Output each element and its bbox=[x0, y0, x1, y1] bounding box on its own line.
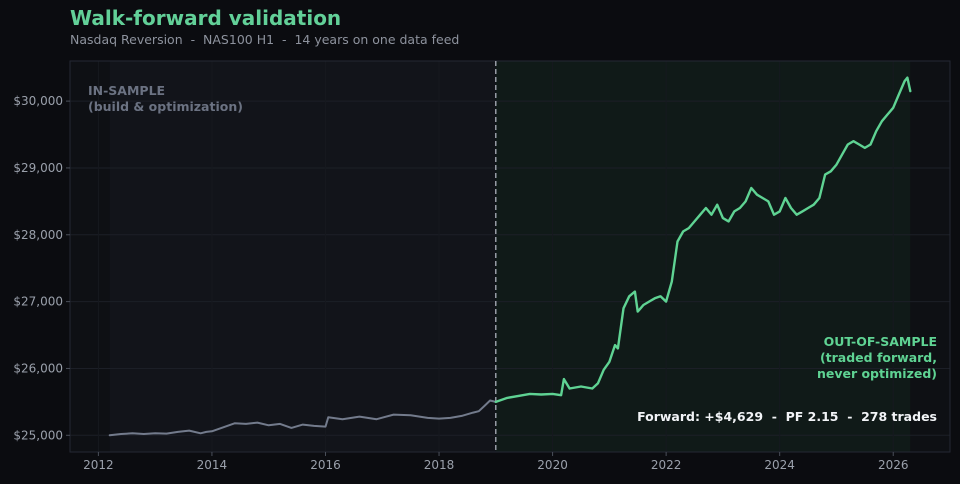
x-tick-label: 2012 bbox=[83, 458, 114, 472]
chart-title: Walk-forward validation bbox=[70, 6, 342, 30]
x-tick-label: 2018 bbox=[424, 458, 455, 472]
out-of-sample-equity-line bbox=[494, 76, 912, 404]
in-sample-region bbox=[109, 61, 496, 452]
in-sample-equity-line bbox=[108, 399, 497, 437]
out-of-sample-region bbox=[495, 61, 911, 452]
oos-label: OUT-OF-SAMPLE bbox=[824, 334, 937, 349]
series-lines bbox=[108, 76, 912, 437]
x-tick-label: 2024 bbox=[764, 458, 795, 472]
y-tick-label: $27,000 bbox=[13, 295, 63, 309]
x-tick-label: 2016 bbox=[310, 458, 341, 472]
x-tick-label: 2022 bbox=[651, 458, 682, 472]
oos-sublabel-1: (traded forward, bbox=[820, 350, 937, 365]
x-axis: 2012 2014 2016 2018 2020 2022 2024 2026 bbox=[83, 452, 908, 472]
y-tick-label: $29,000 bbox=[13, 161, 63, 175]
plot-frame bbox=[69, 60, 951, 453]
y-tick-label: $25,000 bbox=[13, 428, 63, 442]
chart-subtitle: Nasdaq Reversion - NAS100 H1 - 14 years … bbox=[70, 32, 460, 47]
grid-lines bbox=[70, 61, 950, 452]
y-tick-label: $28,000 bbox=[13, 228, 63, 242]
in-sample-sublabel: (build & optimization) bbox=[88, 99, 243, 114]
in-sample-label: IN-SAMPLE bbox=[88, 83, 165, 98]
oos-sublabel-2: never optimized) bbox=[817, 366, 937, 381]
x-tick-label: 2020 bbox=[537, 458, 568, 472]
forward-stats: Forward: +$4,629 - PF 2.15 - 278 trades bbox=[637, 409, 937, 424]
x-tick-label: 2026 bbox=[878, 458, 909, 472]
y-axis: $25,000 $26,000 $27,000 $28,000 $29,000 $30,0… bbox=[13, 94, 70, 442]
y-tick-label: $30,000 bbox=[13, 94, 63, 108]
y-tick-label: $26,000 bbox=[13, 361, 63, 375]
x-tick-label: 2014 bbox=[197, 458, 228, 472]
